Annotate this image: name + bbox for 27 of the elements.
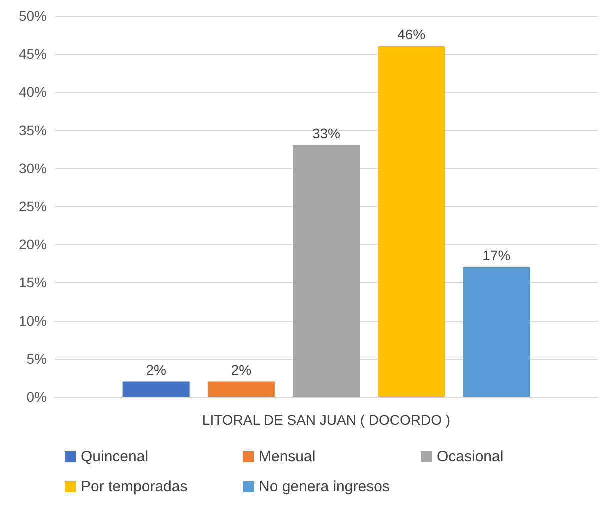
y-tick-label: 15% xyxy=(18,274,47,291)
bar xyxy=(293,146,360,397)
y-tick-label: 40% xyxy=(18,84,47,100)
legend-label: Mensual xyxy=(259,448,316,466)
bar xyxy=(463,267,530,397)
y-tick-label: 35% xyxy=(18,122,47,138)
legend-label: Por temporadas xyxy=(81,478,188,496)
bar xyxy=(378,46,446,397)
y-tick-label: 25% xyxy=(18,198,47,214)
y-tick-label: 20% xyxy=(18,236,47,253)
legend-label: Ocasional xyxy=(437,448,504,466)
bar xyxy=(122,382,190,397)
legend-label: Quincenal xyxy=(81,448,149,466)
data-label: 2% xyxy=(231,362,252,378)
data-label: 2% xyxy=(146,362,166,378)
y-tick-label: 45% xyxy=(18,46,47,62)
x-tick-label: LITORAL DE SAN JUAN ( DOCORDO ) xyxy=(202,412,451,428)
legend-label: No genera ingresos xyxy=(259,478,390,496)
y-tick-label: 50% xyxy=(18,8,47,24)
data-label: 33% xyxy=(312,126,341,142)
data-label: 46% xyxy=(398,26,426,42)
y-tick-label: 10% xyxy=(18,312,47,329)
y-tick-label: 0% xyxy=(26,389,47,405)
data-label: 17% xyxy=(482,247,511,264)
bar xyxy=(208,382,275,397)
y-tick-label: 30% xyxy=(18,160,47,176)
y-tick-label: 5% xyxy=(26,350,47,367)
